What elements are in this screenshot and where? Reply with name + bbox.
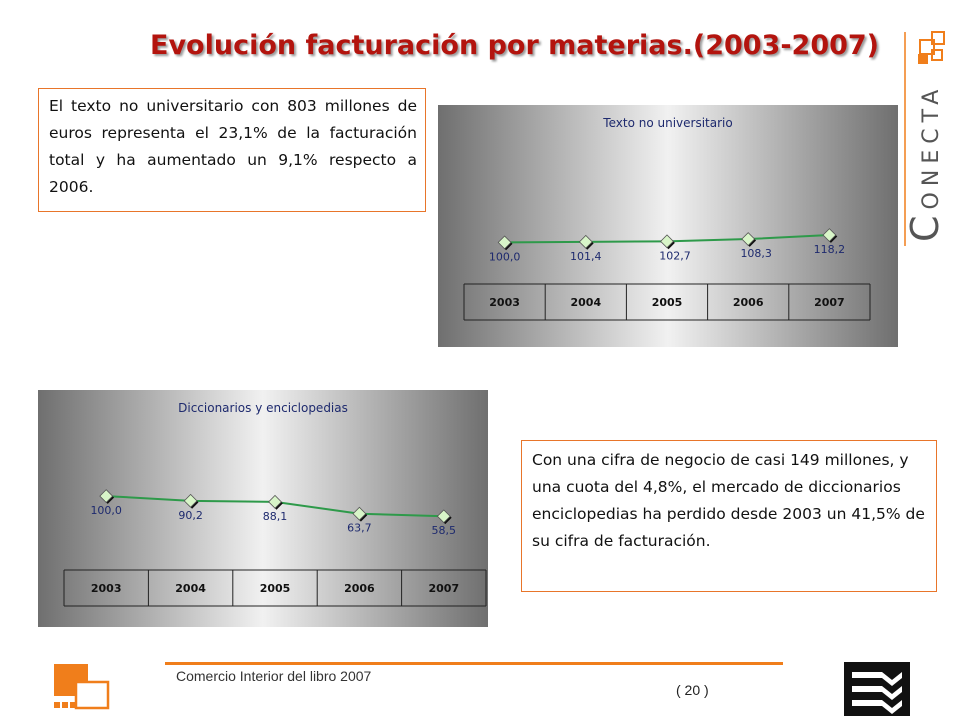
- data-marker: [352, 506, 367, 521]
- data-label: 102,7: [659, 249, 691, 262]
- data-marker: [99, 489, 114, 503]
- data-marker: [497, 235, 512, 250]
- text-box-texto-no-universitario: El texto no universitario con 803 millon…: [38, 88, 426, 212]
- chart-texto-no-universitario: Texto no universitario 2003 2004 2005 2006 20…: [438, 105, 898, 347]
- data-label: 90,2: [178, 509, 203, 522]
- chart-svg-texto: Texto no universitario 2003 2004 2005 2006 20…: [463, 116, 871, 321]
- data-label: 63,7: [347, 522, 372, 535]
- data-marker: [183, 493, 198, 508]
- data-marker: [268, 494, 282, 509]
- chart-diccionarios: Diccionarios y enciclopedias 2003 2004 2005…: [38, 390, 488, 627]
- data-label: 100,0: [90, 504, 122, 517]
- x-tick-label: 2004: [570, 296, 601, 309]
- x-tick-label: 2006: [733, 296, 764, 309]
- text-box-diccionarios: Con una cifra de negocio de casi 149 mil…: [521, 440, 937, 592]
- x-tick-label: 2007: [814, 296, 845, 309]
- data-label: 108,3: [740, 247, 772, 260]
- x-tick-label: 2006: [344, 582, 375, 595]
- page-number: ( 20 ): [676, 682, 709, 698]
- x-tick-label: 2005: [260, 582, 291, 595]
- x-tick-label: 2005: [652, 296, 683, 309]
- data-label: 101,4: [570, 250, 602, 263]
- data-marker: [578, 234, 593, 249]
- data-marker: [741, 232, 756, 246]
- x-tick-label: 2004: [175, 582, 206, 595]
- chart-title: Diccionarios y enciclopedias: [178, 401, 348, 415]
- footer-text: Comercio Interior del libro 2007: [176, 668, 372, 684]
- chart-title: Texto no universitario: [602, 116, 732, 130]
- x-tick-label: 2003: [91, 582, 122, 595]
- footer-logo-right: [844, 662, 910, 716]
- chart-svg-diccionarios: Diccionarios y enciclopedias 2003 2004 2005…: [63, 401, 487, 607]
- data-marker: [436, 509, 451, 524]
- data-label: 58,5: [432, 524, 457, 537]
- data-label: 88,1: [263, 510, 288, 523]
- conecta-logo: CONECTA: [903, 31, 947, 246]
- x-tick-label: 2007: [428, 582, 459, 595]
- x-tick-label: 2003: [489, 296, 520, 309]
- footer-logo-left: [54, 664, 110, 710]
- data-label: 100,0: [489, 250, 520, 263]
- slide-title: Evolución facturación por materias.(2003…: [150, 30, 880, 61]
- data-marker: [822, 228, 837, 242]
- svg-text:CONECTA: CONECTA: [903, 84, 947, 242]
- footer-divider: [165, 662, 783, 665]
- data-label: 118,2: [814, 243, 846, 256]
- data-marker: [660, 234, 674, 249]
